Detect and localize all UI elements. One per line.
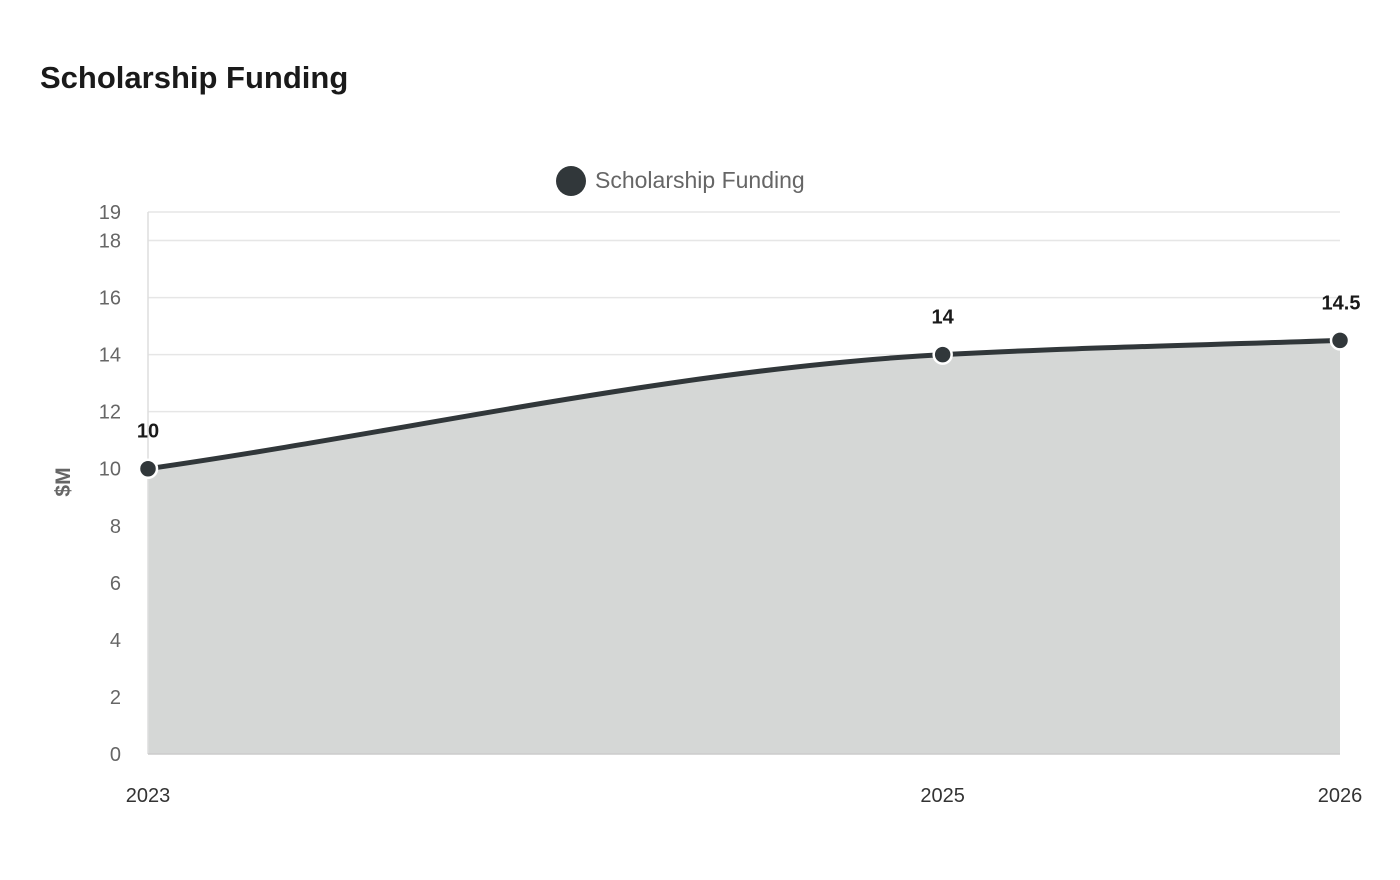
y-tick-label: 10 <box>99 459 121 481</box>
y-tick-label: 6 <box>110 573 121 595</box>
y-tick-label: 12 <box>99 402 121 424</box>
series-line <box>145 337 1343 472</box>
legend[interactable]: Scholarship Funding <box>556 166 805 196</box>
data-label: 10 <box>137 421 159 443</box>
x-tick-label: 2025 <box>920 785 965 807</box>
data-point[interactable] <box>1329 330 1351 351</box>
y-axis-label: $M <box>52 467 75 496</box>
area-fill <box>148 340 1340 754</box>
legend-marker <box>556 166 586 196</box>
x-tick-labels: 2023 2025 2026 <box>126 785 1363 807</box>
data-label: 14.5 <box>1322 292 1361 314</box>
data-labels: 10 14 14.5 <box>137 292 1361 442</box>
legend-label: Scholarship Funding <box>595 167 805 193</box>
chart-title: Scholarship Funding <box>40 60 349 95</box>
y-tick-label: 16 <box>99 288 121 310</box>
y-tick-labels: 0 2 4 6 8 10 12 14 16 18 19 <box>99 202 121 766</box>
data-point[interactable] <box>932 344 953 365</box>
data-point[interactable] <box>137 458 159 479</box>
data-points <box>137 330 1351 479</box>
y-tick-label: 8 <box>110 516 121 538</box>
data-label: 14 <box>932 307 955 329</box>
x-tick-label: 2026 <box>1318 785 1363 807</box>
y-tick-label: 0 <box>110 744 121 766</box>
y-tick-label: 18 <box>99 231 121 253</box>
y-tick-label: 4 <box>110 630 121 652</box>
x-tick-label: 2023 <box>126 785 171 807</box>
y-tick-label: 2 <box>110 687 121 709</box>
y-tick-label: 19 <box>99 202 121 224</box>
y-tick-label: 14 <box>99 345 121 367</box>
